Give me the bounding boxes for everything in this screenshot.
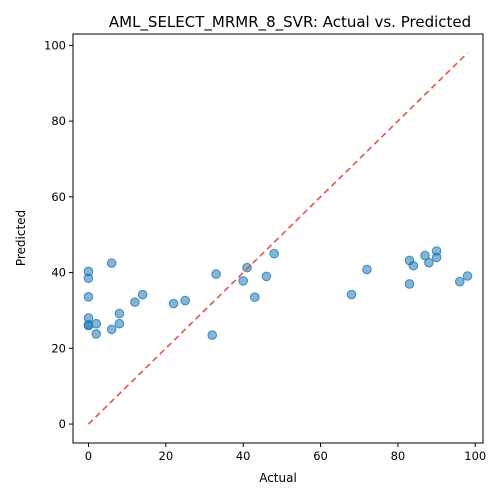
data-point	[420, 250, 430, 261]
data-point	[238, 276, 248, 286]
data-point	[83, 273, 94, 284]
data-point	[207, 330, 218, 340]
data-point	[462, 271, 473, 281]
data-point	[106, 258, 117, 268]
y-tick-label: 60	[51, 190, 66, 204]
x-axis: 0 20 40 60 80 100	[85, 443, 486, 463]
data-point	[242, 262, 252, 273]
data-point	[91, 329, 102, 339]
data-point	[106, 324, 117, 335]
x-tick-label: 80	[391, 449, 406, 463]
y-tick-label: 40	[51, 266, 66, 280]
data-point	[424, 257, 434, 268]
x-axis-label: Actual	[259, 471, 297, 485]
plot-area	[83, 52, 473, 425]
data-point	[346, 289, 357, 300]
data-point	[211, 269, 221, 279]
x-tick-label: 0	[85, 449, 92, 463]
x-tick-label: 20	[159, 449, 174, 463]
data-point	[431, 252, 442, 263]
data-point	[269, 248, 279, 259]
data-point	[168, 298, 179, 309]
y-tick-label: 100	[44, 38, 66, 52]
data-point	[137, 289, 148, 300]
data-point	[408, 260, 419, 271]
x-tick-label: 60	[313, 449, 328, 463]
y-tick-label: 0	[59, 417, 66, 431]
y-tick-label: 80	[51, 114, 66, 128]
y-axis-label: Predicted	[14, 210, 28, 266]
x-tick-label: 40	[236, 449, 251, 463]
data-point	[83, 292, 94, 302]
data-point	[114, 318, 125, 329]
axes-frame	[72, 33, 484, 444]
data-point	[114, 308, 125, 319]
x-tick-label: 100	[464, 449, 486, 463]
data-point	[180, 295, 190, 306]
data-point	[249, 292, 260, 302]
y-axis: 0 20 40 60 80 100	[44, 38, 73, 431]
data-point	[362, 264, 372, 275]
chart-title: AML_SELECT_MRMR_8_SVR: Actual vs. Predic…	[109, 13, 471, 32]
data-point	[130, 297, 140, 307]
data-point	[83, 320, 94, 330]
data-point	[261, 271, 272, 282]
data-point	[454, 276, 465, 287]
reference-line	[87, 52, 469, 425]
data-point	[91, 318, 102, 329]
y-tick-label: 20	[51, 341, 66, 355]
data-point	[404, 279, 415, 289]
